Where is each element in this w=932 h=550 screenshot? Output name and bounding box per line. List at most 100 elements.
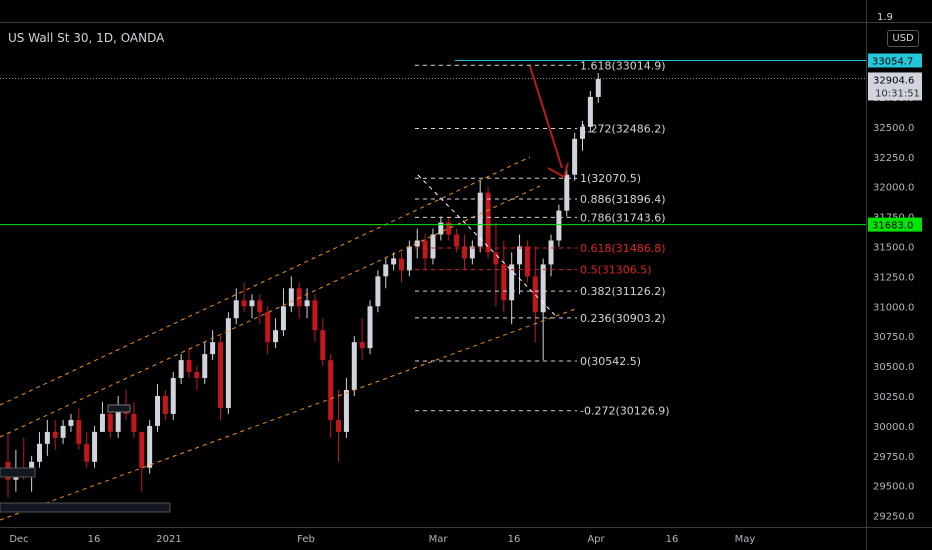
- candle-body: [367, 306, 373, 349]
- candle-body: [469, 246, 475, 259]
- price-tick-label: 30000.0: [873, 422, 914, 433]
- fib-level-label: 0.382(31126.2): [580, 285, 666, 298]
- marker-box: [0, 502, 171, 513]
- price-tick-label: 31000.0: [873, 302, 914, 313]
- candle-body: [210, 342, 216, 355]
- countdown-label: 10:31:51: [875, 88, 920, 99]
- price-tick-label: 32500.0: [873, 123, 914, 134]
- price-tick-label: 31250.0: [873, 272, 914, 283]
- candle-body: [320, 330, 326, 361]
- price-tick-label: 30250.0: [873, 392, 914, 403]
- fib-level-label: 0.236(30903.2): [580, 312, 666, 325]
- fib-trend-line: [417, 174, 556, 316]
- candle-body: [225, 318, 231, 408]
- candle-body: [351, 342, 357, 391]
- candle-body: [257, 300, 263, 313]
- price-tick-label: 29250.0: [873, 512, 914, 523]
- candle-body: [107, 413, 113, 432]
- price-tick-label: 30500.0: [873, 362, 914, 373]
- cyan-price-tag: [868, 53, 922, 68]
- candle-body: [595, 79, 601, 97]
- marker-box: [107, 404, 131, 413]
- time-tick-label: 16: [666, 534, 679, 545]
- time-tick-label: Feb: [297, 534, 315, 545]
- candle-body: [328, 360, 334, 420]
- time-tick-label: Apr: [587, 534, 605, 545]
- candle-body: [485, 192, 491, 253]
- candle-body: [241, 300, 247, 307]
- candle-body: [446, 222, 452, 235]
- candle-body: [430, 234, 436, 259]
- price-tick-label: 32000.0: [873, 183, 914, 194]
- fib-level-label: 1(32070.5): [580, 172, 641, 185]
- price-tick-label: 29750.0: [873, 452, 914, 463]
- candle-body: [375, 276, 381, 307]
- fib-level-label: 0.5(31306.5): [580, 264, 652, 277]
- candle-body: [194, 372, 200, 379]
- candle-body: [406, 246, 412, 271]
- candle-body: [540, 264, 546, 313]
- candle-body: [509, 264, 515, 301]
- candle-body: [359, 342, 365, 349]
- candle-body: [517, 246, 523, 265]
- channel-lower-line: [0, 307, 579, 521]
- fib-level-label: 0.886(31896.4): [580, 193, 666, 206]
- candle-body: [524, 246, 530, 277]
- candle-body: [84, 443, 90, 462]
- candle-body: [532, 276, 538, 313]
- fib-level-label: 0.786(31743.6): [580, 211, 666, 224]
- price-tick-label: 29500.0: [873, 482, 914, 493]
- fib-level-label: 1.272(32486.2): [580, 123, 666, 136]
- candle-body: [556, 210, 562, 241]
- green-price-tag: [868, 217, 922, 232]
- candle-body: [249, 300, 255, 307]
- currency-button[interactable]: USD: [887, 30, 919, 47]
- candle-body: [217, 342, 223, 408]
- candle-body: [131, 413, 137, 432]
- time-tick-label: Mar: [429, 534, 449, 545]
- channel-mid-line: [0, 185, 541, 438]
- price-tick-label: 31500.0: [873, 242, 914, 253]
- candles-layer: [5, 73, 601, 498]
- candle-body: [92, 431, 98, 462]
- candle-body: [178, 360, 184, 379]
- candle-body: [139, 431, 145, 468]
- candle-body: [477, 192, 483, 247]
- price-tick-label: 30750.0: [873, 332, 914, 343]
- last-price-tag: [868, 72, 922, 101]
- candle-body: [162, 395, 168, 414]
- candle-body: [461, 246, 467, 259]
- candle-body: [147, 425, 153, 468]
- candle-body: [343, 390, 349, 432]
- channel-upper-line: [0, 156, 531, 406]
- fib-level-label: -0.272(30126.9): [580, 405, 670, 418]
- time-tick-label: 16: [508, 534, 521, 545]
- projection-arrow-head: [547, 162, 569, 179]
- candle-body: [265, 312, 271, 343]
- candle-body: [99, 413, 105, 432]
- axis-top-label: 1.9: [877, 12, 893, 23]
- candle-body: [391, 258, 397, 265]
- candle-body: [587, 96, 593, 127]
- candle-body: [548, 240, 554, 265]
- candle-body: [493, 252, 499, 265]
- time-axis[interactable]: Dec 16 2021 Feb Mar 16 Apr 16 May: [9, 534, 755, 545]
- candle-body: [60, 425, 66, 438]
- candle-body: [438, 222, 444, 235]
- candle-body: [572, 138, 578, 175]
- candle-body: [564, 174, 570, 211]
- candle-body: [36, 443, 42, 462]
- candle-body: [383, 264, 389, 277]
- candle-body: [296, 288, 302, 307]
- candle-body: [501, 264, 507, 301]
- drawings-layer: [0, 60, 866, 521]
- price-axis[interactable]: 1.932750.032500.032250.032000.031750.031…: [868, 12, 922, 523]
- last-price-label: 32904.6: [873, 75, 914, 86]
- fib-level-label: 0.618(31486.8): [580, 242, 666, 255]
- candle-body: [336, 419, 342, 432]
- price-tick-label: 32250.0: [873, 153, 914, 164]
- candle-body: [52, 431, 58, 438]
- candle-body: [202, 354, 208, 379]
- marker-box: [0, 467, 36, 478]
